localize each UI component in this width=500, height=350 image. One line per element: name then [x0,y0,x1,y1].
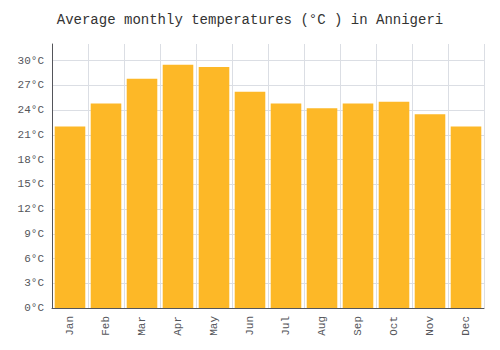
svg-text:May: May [208,316,220,336]
svg-text:Apr: Apr [172,316,184,336]
svg-text:27°C: 27°C [18,79,45,91]
svg-text:Jul: Jul [280,316,292,336]
svg-text:9°C: 9°C [24,228,44,240]
svg-text:21°C: 21°C [18,129,45,141]
svg-text:3°C: 3°C [24,277,44,289]
svg-text:Sep: Sep [352,316,364,336]
svg-text:12°C: 12°C [18,203,45,215]
svg-text:30°C: 30°C [18,55,45,67]
svg-text:Aug: Aug [316,316,328,336]
svg-text:Average monthly temperatures (: Average monthly temperatures (°C ) in An… [57,12,443,28]
svg-text:Feb: Feb [100,316,112,336]
svg-text:18°C: 18°C [18,154,45,166]
svg-text:Jun: Jun [244,316,256,336]
svg-text:24°C: 24°C [18,104,45,116]
svg-text:Mar: Mar [136,316,148,336]
svg-text:Dec: Dec [460,316,472,336]
svg-text:15°C: 15°C [18,178,45,190]
svg-text:Oct: Oct [388,316,400,336]
svg-text:0°C: 0°C [24,302,44,314]
svg-text:6°C: 6°C [24,253,44,265]
svg-text:Jan: Jan [64,316,76,336]
svg-text:Nov: Nov [424,316,436,336]
